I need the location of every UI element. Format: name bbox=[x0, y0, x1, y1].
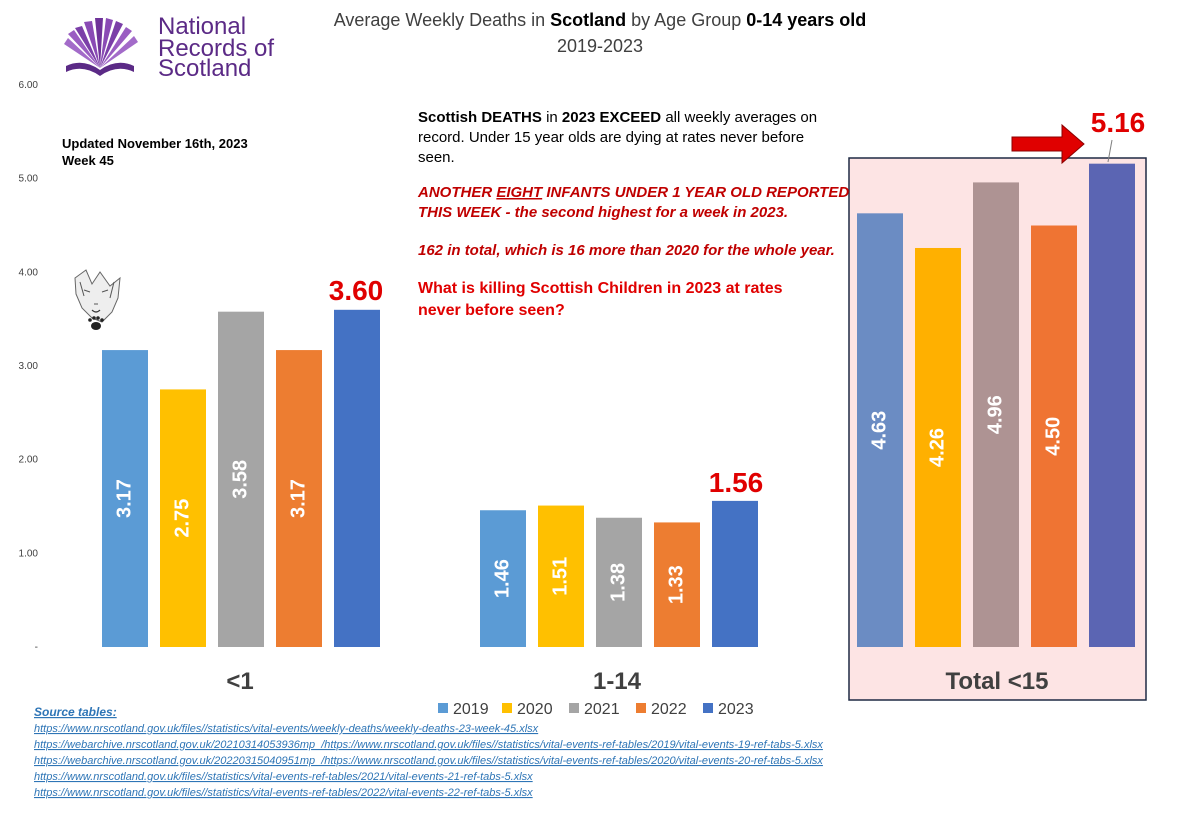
bar-value-label: 4.26 bbox=[926, 428, 948, 467]
nrs-logo: National Records of Scotland bbox=[64, 13, 274, 82]
bar-2019-2 bbox=[857, 213, 903, 647]
y-tick-label: 1.00 bbox=[19, 548, 39, 559]
annotation: Scottish DEATHS in 2023 EXCEED all weekl… bbox=[417, 109, 849, 319]
logo-line-1: National bbox=[158, 13, 246, 40]
y-tick-label: 4.00 bbox=[19, 267, 39, 278]
bar-2023-1 bbox=[712, 500, 758, 647]
bars: 3.17 2.75 3.58 3.17 3.60 1.46 1.51 1.38 1.33 1.56… bbox=[102, 107, 1146, 648]
legend-swatch-2019 bbox=[438, 703, 448, 713]
bar-value-label: 1.33 bbox=[665, 565, 687, 604]
bar-2020-0 bbox=[160, 389, 206, 647]
bar-2021-0 bbox=[218, 311, 264, 647]
annotation-red-line-1: ANOTHER EIGHT INFANTS UNDER 1 YEAR OLD R… bbox=[417, 184, 849, 201]
chart-subtitle: 2019-2023 bbox=[557, 36, 643, 56]
source-link-3[interactable]: https://webarchive.nrscotland.gov.uk/202… bbox=[34, 755, 823, 767]
sources-heading: Source tables: bbox=[34, 705, 117, 719]
bar-2021-1 bbox=[596, 517, 642, 647]
category-label-total: Total <15 bbox=[946, 668, 1049, 695]
book-fan-icon bbox=[64, 18, 138, 76]
legend-label-2019: 2019 bbox=[453, 701, 489, 718]
source-link-5[interactable]: https://www.nrscotland.gov.uk/files//sta… bbox=[34, 787, 533, 799]
highlight-value-label: 5.16 bbox=[1091, 107, 1146, 138]
bar-value-label: 3.17 bbox=[113, 479, 135, 518]
y-tick-label: 6.00 bbox=[19, 80, 39, 91]
updated-date: Updated November 16th, 2023 bbox=[62, 136, 248, 151]
bar-2021-2 bbox=[973, 182, 1019, 647]
bar-value-label: 4.96 bbox=[984, 395, 1006, 434]
title-prefix: Average Weekly Deaths in bbox=[334, 10, 550, 30]
bar-2022-2 bbox=[1031, 225, 1077, 647]
legend-label-2020: 2020 bbox=[517, 701, 553, 718]
y-tick-label: 5.00 bbox=[19, 174, 39, 185]
bar-value-label: 2.75 bbox=[171, 499, 193, 538]
bar-2020-1 bbox=[538, 505, 584, 647]
highlight-value-label: 3.60 bbox=[329, 275, 384, 306]
category-label-1-14: 1-14 bbox=[593, 668, 642, 695]
bar-value-label: 3.58 bbox=[229, 460, 251, 499]
legend-label-2021: 2021 bbox=[584, 701, 620, 718]
legend-label-2022: 2022 bbox=[651, 701, 687, 718]
legend-swatch-2023 bbox=[703, 703, 713, 713]
annotation-line-2: record. Under 15 year olds are dying at … bbox=[418, 129, 804, 146]
annotation-line-1: Scottish DEATHS in 2023 EXCEED all weekl… bbox=[418, 109, 817, 126]
bar-2019-1 bbox=[480, 510, 526, 647]
label-leader-line bbox=[1107, 139, 1113, 163]
title-age: 0-14 years old bbox=[746, 10, 866, 30]
bar-2022-0 bbox=[276, 350, 322, 647]
updated-week: Week 45 bbox=[62, 153, 114, 168]
source-link-2[interactable]: https://webarchive.nrscotland.gov.uk/202… bbox=[34, 739, 823, 751]
legend: 2019 2020 2021 2022 2023 bbox=[438, 701, 754, 718]
title-middle: by Age Group bbox=[626, 10, 746, 30]
logo-line-3: Scotland bbox=[158, 55, 251, 82]
title-region: Scotland bbox=[550, 10, 626, 30]
legend-swatch-2021 bbox=[569, 703, 579, 713]
source-link-4[interactable]: https://www.nrscotland.gov.uk/files//sta… bbox=[34, 771, 533, 783]
bar-2023-2 bbox=[1089, 163, 1135, 647]
legend-swatch-2020 bbox=[502, 703, 512, 713]
legend-swatch-2022 bbox=[636, 703, 646, 713]
annotation-question-2: never before seen? bbox=[418, 302, 565, 319]
chart-title: Average Weekly Deaths in Scotland by Age… bbox=[334, 10, 867, 30]
wolf-icon bbox=[74, 269, 121, 330]
category-label-under-1: <1 bbox=[226, 668, 253, 695]
y-tick-label: - bbox=[35, 642, 38, 653]
annotation-question-1: What is killing Scottish Children in 202… bbox=[418, 280, 783, 297]
annotation-line-3: seen. bbox=[418, 149, 455, 166]
annotation-red-line-2: THIS WEEK - the second highest for a wee… bbox=[418, 204, 788, 221]
bar-value-label: 4.50 bbox=[1042, 417, 1064, 456]
bar-2023-0 bbox=[334, 309, 380, 647]
red-arrow-icon bbox=[1011, 123, 1085, 165]
bar-2020-2 bbox=[915, 247, 961, 648]
y-tick-label: 2.00 bbox=[19, 455, 39, 466]
legend-label-2023: 2023 bbox=[718, 701, 754, 718]
bar-value-label: 1.38 bbox=[607, 563, 629, 602]
bar-2022-1 bbox=[654, 522, 700, 647]
y-tick-label: 3.00 bbox=[19, 361, 39, 372]
bar-value-label: 1.46 bbox=[491, 559, 513, 598]
source-link-1[interactable]: https://www.nrscotland.gov.uk/files//sta… bbox=[34, 723, 539, 735]
annotation-red-line-3: 162 in total, which is 16 more than 2020… bbox=[418, 242, 835, 259]
bar-value-label: 4.63 bbox=[868, 411, 890, 450]
y-axis: - 1.00 2.00 3.00 4.00 5.00 6.00 bbox=[19, 80, 39, 653]
bar-2019-0 bbox=[102, 350, 148, 647]
bar-value-label: 3.17 bbox=[287, 479, 309, 518]
sources: Source tables: https://www.nrscotland.go… bbox=[34, 705, 823, 799]
logo-line-2: Records of bbox=[158, 35, 274, 62]
bar-value-label: 1.51 bbox=[549, 557, 571, 596]
highlight-value-label: 1.56 bbox=[709, 467, 764, 498]
